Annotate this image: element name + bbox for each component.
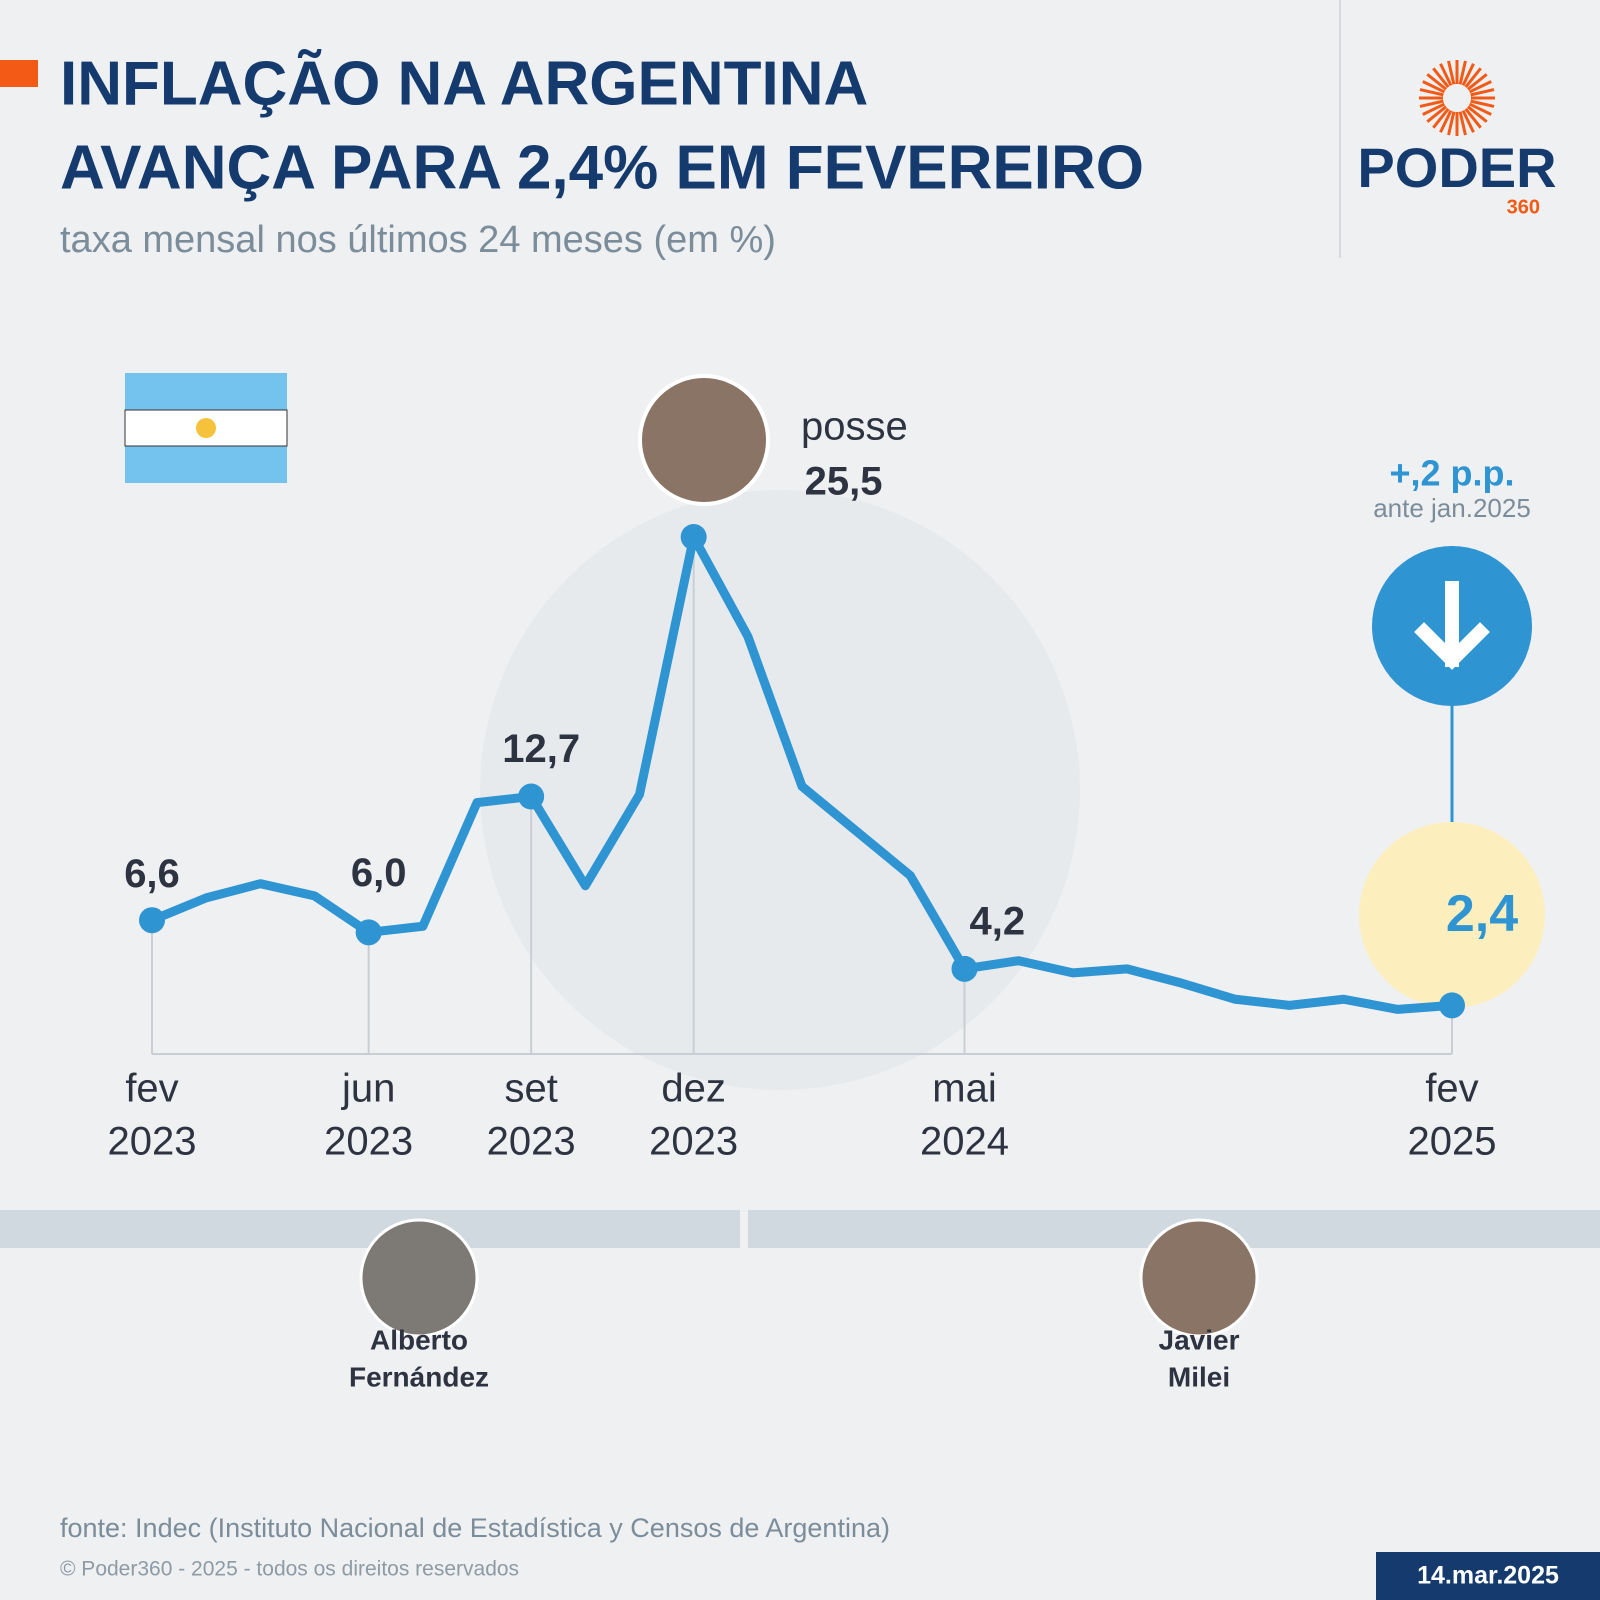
logo-ray: [1432, 67, 1450, 88]
annotation-peak: posse: [801, 405, 908, 449]
logo-ray: [1468, 102, 1492, 116]
flag: [124, 373, 288, 483]
photo-milei: [1139, 1218, 1259, 1338]
logo-ray: [1468, 80, 1492, 94]
logo-ray: [1432, 108, 1450, 129]
logo-ray: [1426, 73, 1447, 91]
value-label: 6,6: [124, 852, 180, 896]
source: fonte: Indec (Instituto Nacional de Esta…: [60, 1513, 890, 1543]
logo-ray: [1419, 88, 1444, 97]
title-line: INFLAÇÃO NA ARGENTINA: [60, 49, 868, 118]
point: [139, 907, 165, 934]
logo-ray: [1458, 60, 1467, 85]
x-tick-label: fev 2025: [1408, 1066, 1497, 1163]
logo-ray: [1439, 63, 1453, 87]
x-tick-label: dez 2023: [649, 1066, 738, 1163]
header-marker: [0, 60, 38, 87]
value-label: 4,2: [970, 899, 1026, 943]
logo-ray: [1422, 80, 1446, 94]
decor-circle: [480, 490, 1080, 1090]
point: [951, 955, 978, 982]
president-name: Javier Milei: [1159, 1325, 1240, 1393]
copyright: © Poder360 - 2025 - todos os direitos re…: [60, 1558, 519, 1581]
x-tick-label: jun 2023: [324, 1066, 413, 1163]
logo-sun: [1419, 60, 1495, 136]
value-label: 2,4: [1446, 885, 1518, 943]
logo-ray: [1447, 60, 1456, 85]
point: [355, 919, 382, 946]
point: [1439, 992, 1465, 1019]
photo-milei: [638, 374, 770, 506]
x-tick-label: set 2023: [487, 1066, 576, 1163]
logo-ray: [1470, 88, 1495, 97]
date-box: [1376, 1552, 1600, 1600]
x-tick-label: fev 2023: [108, 1066, 197, 1163]
logo: PODER: [1357, 136, 1556, 199]
point: [680, 524, 707, 550]
president-name: Alberto Fernández: [349, 1325, 489, 1393]
logo-ray: [1464, 67, 1482, 88]
logo-ray: [1470, 99, 1495, 108]
annotation-change: +,2 p.p.: [1389, 453, 1514, 494]
logo-ray: [1422, 102, 1446, 116]
value-label: 6,0: [351, 851, 407, 895]
logo-ray: [1461, 109, 1475, 133]
value-label: 12,7: [502, 727, 580, 771]
point: [518, 783, 545, 810]
logo-sub: 360: [1507, 196, 1540, 218]
logo-ray: [1426, 105, 1447, 123]
subtitle: taxa mensal nos últimos 24 meses (em %): [60, 219, 776, 261]
arrow-icon: [1414, 581, 1490, 670]
logo-ray: [1461, 63, 1475, 87]
plot: fev 2023 jun 2023 set 2023 dez 2023 mai 2024 fev 20…: [108, 460, 1519, 1163]
logo-ray: [1447, 111, 1456, 136]
logo-ray: [1464, 108, 1482, 129]
value-label: 25,5: [805, 460, 883, 504]
x-tick-label: mai 2024: [920, 1066, 1009, 1163]
photo-fernandez: [359, 1218, 479, 1338]
logo-ray: [1458, 111, 1467, 136]
logo-ray: [1419, 99, 1444, 108]
term-band: [0, 1210, 740, 1248]
highlight-circle: [1359, 822, 1545, 1008]
date: 14.mar.2025: [1417, 1562, 1559, 1590]
title-line: AVANÇA PARA 2,4% EM FEVEREIRO: [60, 133, 1144, 202]
logo-ray: [1467, 105, 1488, 123]
logo-ray: [1467, 73, 1488, 91]
logo-ray: [1439, 109, 1453, 133]
annotation-change-note: ante jan.2025: [1373, 493, 1531, 523]
